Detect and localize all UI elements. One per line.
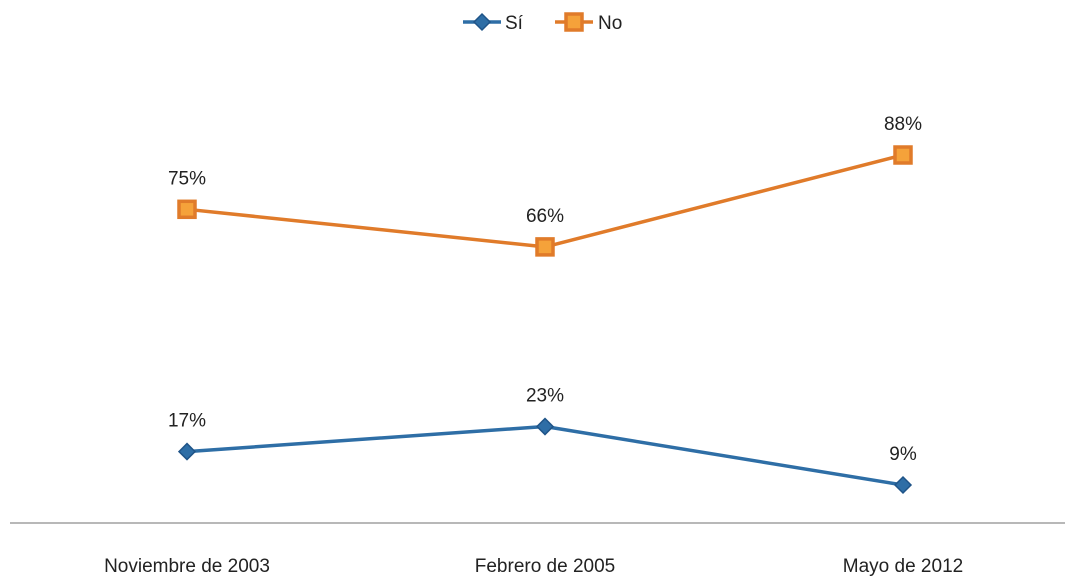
data-label-si-1: 17%: [168, 411, 206, 432]
x-axis-tick-labels: Noviembre de 2003 Febrero de 2005 Mayo de …: [104, 556, 963, 577]
series-line-no: [185, 153, 905, 249]
x-tick-label-3: Mayo de 2012: [843, 556, 963, 577]
legend-item-no: No: [555, 12, 622, 34]
data-label-no-3: 88%: [884, 114, 922, 135]
legend-item-si: Sí: [463, 12, 524, 34]
legend-marker-no: [564, 12, 584, 32]
legend-label-no: No: [598, 13, 622, 34]
series-si: 17% 23% 9%: [168, 386, 917, 495]
data-label-si-2: 23%: [526, 386, 564, 407]
series-no: 75% 66% 88%: [168, 114, 922, 257]
data-label-no-2: 66%: [526, 206, 564, 227]
x-tick-label-2: Febrero de 2005: [475, 556, 616, 577]
data-label-no-1: 75%: [168, 168, 206, 189]
series-layer: 17% 23% 9% 75% 66% 88%: [168, 114, 922, 495]
legend-label-si: Sí: [505, 13, 524, 34]
legend-marker-si: [472, 12, 492, 32]
data-point-si-1: [177, 442, 197, 461]
x-tick-label-1: Noviembre de 2003: [104, 556, 270, 577]
data-point-no-1: [177, 199, 197, 220]
data-label-si-3: 9%: [889, 444, 917, 465]
data-point-si-2: [535, 417, 555, 436]
data-point-no-2: [535, 237, 555, 257]
legend: Sí No: [463, 12, 622, 34]
data-point-si-3: [893, 475, 913, 495]
data-point-no-3: [893, 145, 913, 165]
